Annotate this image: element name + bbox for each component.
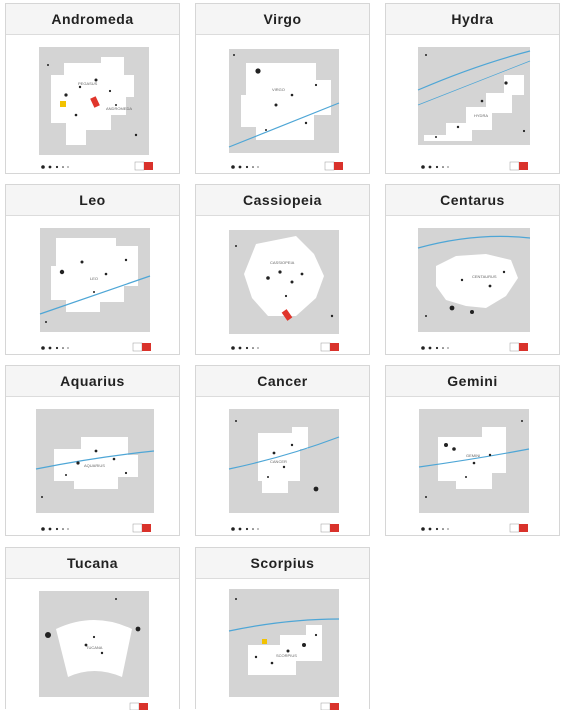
card-title: Centarus bbox=[386, 185, 559, 216]
card-title: Andromeda bbox=[6, 4, 179, 35]
card-andromeda[interactable]: Andromeda PEGASUS ANDROMEDA bbox=[5, 3, 180, 174]
svg-text:AQUARIUS: AQUARIUS bbox=[84, 463, 105, 468]
constellation-chart[interactable]: LEO bbox=[6, 216, 179, 354]
constellation-chart[interactable]: CENTAURUS bbox=[386, 216, 559, 354]
svg-text:TUCANA: TUCANA bbox=[86, 645, 103, 650]
constellation-chart[interactable]: VIRGO bbox=[196, 35, 369, 173]
card-cassiopeia[interactable]: Cassiopeia CASSIOPEIA bbox=[195, 184, 370, 355]
card-title: Hydra bbox=[386, 4, 559, 35]
star-chart-image: CENTAURUS bbox=[417, 228, 531, 352]
card-title: Gemini bbox=[386, 366, 559, 397]
card-centarus[interactable]: Centarus CENTAURUS bbox=[385, 184, 560, 355]
svg-text:CASSIOPEIA: CASSIOPEIA bbox=[270, 260, 295, 265]
card-cancer[interactable]: Cancer CANCER bbox=[195, 365, 370, 536]
star-chart-image: SCORPIUS bbox=[228, 589, 340, 710]
card-title: Aquarius bbox=[6, 366, 179, 397]
star-chart-image: LEO bbox=[39, 228, 151, 352]
svg-text:PEGASUS: PEGASUS bbox=[78, 81, 98, 86]
card-title: Scorpius bbox=[196, 548, 369, 579]
card-title: Cassiopeia bbox=[196, 185, 369, 216]
card-tucana[interactable]: Tucana TUCANA bbox=[5, 547, 180, 710]
svg-text:SCORPIUS: SCORPIUS bbox=[276, 653, 297, 658]
svg-text:LEO: LEO bbox=[90, 276, 98, 281]
card-title: Leo bbox=[6, 185, 179, 216]
constellation-chart[interactable]: HYDRA bbox=[386, 35, 559, 173]
svg-text:CANCER: CANCER bbox=[270, 459, 287, 464]
constellation-chart[interactable]: CANCER bbox=[196, 397, 369, 535]
svg-text:HYDRA: HYDRA bbox=[474, 113, 488, 118]
svg-text:ANDROMEDA: ANDROMEDA bbox=[106, 106, 132, 111]
svg-text:VIRGO: VIRGO bbox=[272, 87, 285, 92]
constellation-chart[interactable]: TUCANA bbox=[6, 579, 179, 710]
card-hydra[interactable]: Hydra HYDRA bbox=[385, 3, 560, 174]
star-chart-image: CANCER bbox=[228, 409, 340, 533]
star-chart-image: PEGASUS ANDROMEDA bbox=[39, 47, 153, 171]
star-chart-image: VIRGO bbox=[228, 49, 343, 171]
constellation-chart[interactable]: SCORPIUS bbox=[196, 579, 369, 710]
card-title: Tucana bbox=[6, 548, 179, 579]
card-title: Virgo bbox=[196, 4, 369, 35]
card-scorpius[interactable]: Scorpius SCORPIUS bbox=[195, 547, 370, 710]
card-gemini[interactable]: Gemini GEMINI bbox=[385, 365, 560, 536]
star-chart-image: AQUARIUS bbox=[35, 409, 155, 533]
constellation-chart[interactable]: GEMINI bbox=[386, 397, 559, 535]
card-title: Cancer bbox=[196, 366, 369, 397]
svg-text:CENTAURUS: CENTAURUS bbox=[472, 274, 497, 279]
star-chart-image: TUCANA bbox=[39, 591, 149, 710]
constellation-chart[interactable]: CASSIOPEIA bbox=[196, 216, 369, 354]
star-chart-image: CASSIOPEIA bbox=[229, 230, 339, 352]
constellation-chart[interactable]: AQUARIUS bbox=[6, 397, 179, 535]
star-chart-image: GEMINI bbox=[418, 409, 530, 533]
constellation-chart[interactable]: PEGASUS ANDROMEDA bbox=[6, 35, 179, 173]
card-leo[interactable]: Leo LEO bbox=[5, 184, 180, 355]
svg-text:GEMINI: GEMINI bbox=[466, 453, 480, 458]
card-aquarius[interactable]: Aquarius AQUARIUS bbox=[5, 365, 180, 536]
star-chart-image: HYDRA bbox=[417, 47, 531, 171]
card-virgo[interactable]: Virgo VIRGO bbox=[195, 3, 370, 174]
